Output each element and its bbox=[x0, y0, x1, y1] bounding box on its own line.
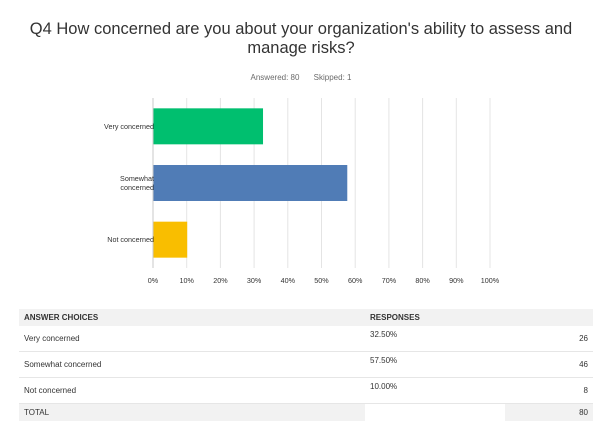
x-tick-label: 40% bbox=[281, 276, 296, 285]
header-count bbox=[505, 309, 593, 326]
table-header-row: ANSWER CHOICES RESPONSES bbox=[19, 309, 593, 326]
bar bbox=[153, 108, 264, 145]
response-count: 8 bbox=[505, 377, 593, 404]
category-label: Very concerned bbox=[104, 122, 154, 131]
response-percent: 32.50% bbox=[365, 326, 505, 352]
responses-table: ANSWER CHOICES RESPONSES Very concerned … bbox=[19, 309, 593, 421]
response-count: 46 bbox=[505, 351, 593, 378]
response-summary: Answered: 80 Skipped: 1 bbox=[0, 73, 602, 82]
bar bbox=[153, 165, 348, 201]
x-tick-label: 60% bbox=[348, 276, 363, 285]
total-count: 80 bbox=[505, 403, 593, 421]
x-tick-label: 10% bbox=[180, 276, 195, 285]
answer-choice: Somewhat concerned bbox=[19, 351, 365, 378]
bar bbox=[153, 221, 188, 258]
total-row: TOTAL 80 bbox=[19, 403, 593, 421]
answer-choice: Not concerned bbox=[19, 377, 365, 404]
total-spacer bbox=[365, 403, 505, 421]
x-tick-label: 30% bbox=[247, 276, 262, 285]
x-tick-label: 90% bbox=[449, 276, 464, 285]
x-tick-label: 80% bbox=[415, 276, 430, 285]
table-row: Not concerned 10.00% 8 bbox=[19, 377, 593, 404]
x-tick-label: 20% bbox=[213, 276, 228, 285]
table-row: Somewhat concerned 57.50% 46 bbox=[19, 351, 593, 378]
response-percent: 10.00% bbox=[365, 377, 505, 404]
response-count: 26 bbox=[505, 326, 593, 352]
answered-count: Answered: 80 bbox=[250, 73, 300, 82]
response-percent: 57.50% bbox=[365, 351, 505, 378]
total-label: TOTAL bbox=[19, 403, 365, 421]
header-responses: RESPONSES bbox=[365, 309, 505, 326]
answer-choice: Very concerned bbox=[19, 326, 365, 352]
header-answer-choices: ANSWER CHOICES bbox=[19, 309, 365, 326]
x-tick-label: 70% bbox=[382, 276, 397, 285]
category-label: Not concerned bbox=[107, 235, 154, 244]
table-row: Very concerned 32.50% 26 bbox=[19, 326, 593, 352]
category-label: Somewhat concerned bbox=[120, 174, 154, 192]
x-tick-label: 100% bbox=[481, 276, 500, 285]
bar-chart: 0% 10% 20% 30% 40% 50% 60% 70% 80% 90% 100% Very co… bbox=[104, 98, 500, 285]
skipped-count: Skipped: 1 bbox=[313, 73, 352, 82]
x-tick-label: 0% bbox=[148, 276, 159, 285]
question-title: Q4 How concerned are you about your orga… bbox=[29, 20, 573, 57]
x-tick-label: 50% bbox=[314, 276, 329, 285]
